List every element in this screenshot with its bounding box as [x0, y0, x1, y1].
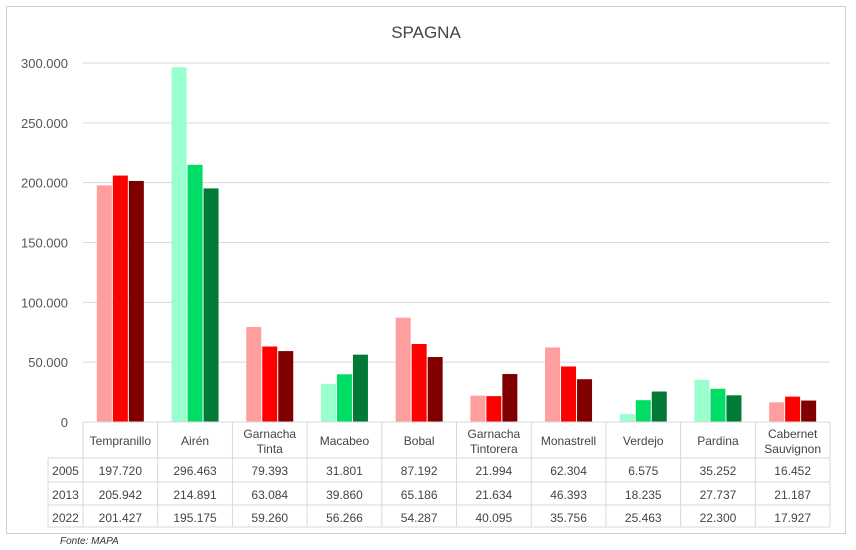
bar-2022	[801, 400, 817, 422]
data-label: 6.575	[628, 464, 658, 478]
bar-2005	[769, 402, 785, 422]
category-label: Bobal	[404, 434, 435, 448]
data-label: 22.300	[700, 511, 737, 525]
data-label: 21.994	[475, 464, 512, 478]
category-label: Tintorera	[470, 442, 518, 456]
data-label: 54.287	[401, 511, 438, 525]
data-label: 214.891	[173, 488, 217, 502]
data-label: 46.393	[550, 488, 587, 502]
bar-2022	[278, 351, 294, 422]
data-label: 205.942	[99, 488, 143, 502]
data-label: 65.186	[401, 488, 438, 502]
series-label-2005: 2005	[52, 464, 79, 478]
bar-2022	[726, 395, 742, 422]
data-label: 25.463	[625, 511, 662, 525]
bar-2013	[411, 343, 427, 422]
bar-2005	[545, 347, 561, 422]
data-label: 18.235	[625, 488, 662, 502]
bar-2005	[694, 379, 710, 422]
bar-2013	[710, 388, 726, 422]
source-note: Fonte: MAPA	[60, 536, 119, 547]
data-label: 21.187	[774, 488, 811, 502]
bar-2005	[246, 326, 262, 422]
bar-2005	[395, 317, 411, 422]
bar-2005	[470, 395, 486, 422]
bar-2005	[171, 67, 187, 423]
category-label: Airén	[181, 434, 209, 448]
y-tick-label: 150.000	[21, 236, 68, 251]
bar-2013	[561, 366, 577, 422]
bar-2022	[128, 180, 144, 422]
data-label: 27.737	[700, 488, 737, 502]
data-label: 35.252	[700, 464, 737, 478]
bar-2013	[187, 164, 203, 422]
bar-2005	[320, 383, 336, 422]
category-label: Cabernet	[768, 427, 818, 441]
data-label: 21.634	[475, 488, 512, 502]
category-label: Garnacha	[467, 427, 520, 441]
bar-2013	[635, 400, 651, 422]
bar-2022	[203, 188, 219, 422]
bar-2022	[427, 357, 443, 422]
data-label: 40.095	[475, 511, 512, 525]
data-label: 79.393	[251, 464, 288, 478]
bar-2022	[577, 379, 593, 422]
data-label: 63.084	[251, 488, 288, 502]
bar-2005	[619, 414, 635, 422]
bar-2013	[262, 346, 278, 422]
data-label: 59.260	[251, 511, 288, 525]
data-label: 296.463	[173, 464, 217, 478]
bar-2013	[486, 396, 502, 422]
bar-2013	[336, 374, 352, 422]
chart-frame	[6, 6, 846, 534]
category-label: Tinta	[257, 442, 284, 456]
data-label: 62.304	[550, 464, 587, 478]
category-label: Sauvignon	[764, 442, 821, 456]
y-tick-label: 100.000	[21, 295, 68, 310]
bar-2022	[352, 354, 368, 422]
category-label: Macabeo	[320, 434, 370, 448]
data-label: 17.927	[774, 511, 811, 525]
data-label: 87.192	[401, 464, 438, 478]
bar-2005	[96, 185, 112, 422]
y-tick-label: 0	[61, 415, 68, 430]
y-tick-label: 300.000	[21, 56, 68, 71]
category-label: Tempranillo	[90, 434, 152, 448]
data-label: 197.720	[99, 464, 143, 478]
bar-2013	[785, 396, 801, 422]
data-label: 31.801	[326, 464, 363, 478]
bar-2022	[651, 391, 667, 422]
data-label: 201.427	[99, 511, 143, 525]
data-label: 56.266	[326, 511, 363, 525]
category-label: Pardina	[697, 434, 739, 448]
chart-title: SPAGNA	[391, 23, 461, 42]
data-label: 35.756	[550, 511, 587, 525]
y-tick-label: 50.000	[28, 355, 68, 370]
data-label: 39.860	[326, 488, 363, 502]
category-label: Verdejo	[623, 434, 664, 448]
y-tick-label: 250.000	[21, 116, 68, 131]
bar-2022	[502, 374, 518, 422]
y-tick-label: 200.000	[21, 176, 68, 191]
data-label: 195.175	[173, 511, 217, 525]
data-label: 16.452	[774, 464, 811, 478]
series-label-2013: 2013	[52, 488, 79, 502]
category-label: Monastrell	[541, 434, 596, 448]
category-label: Garnacha	[243, 427, 296, 441]
series-label-2022: 2022	[52, 511, 79, 525]
bar-2013	[112, 175, 128, 422]
